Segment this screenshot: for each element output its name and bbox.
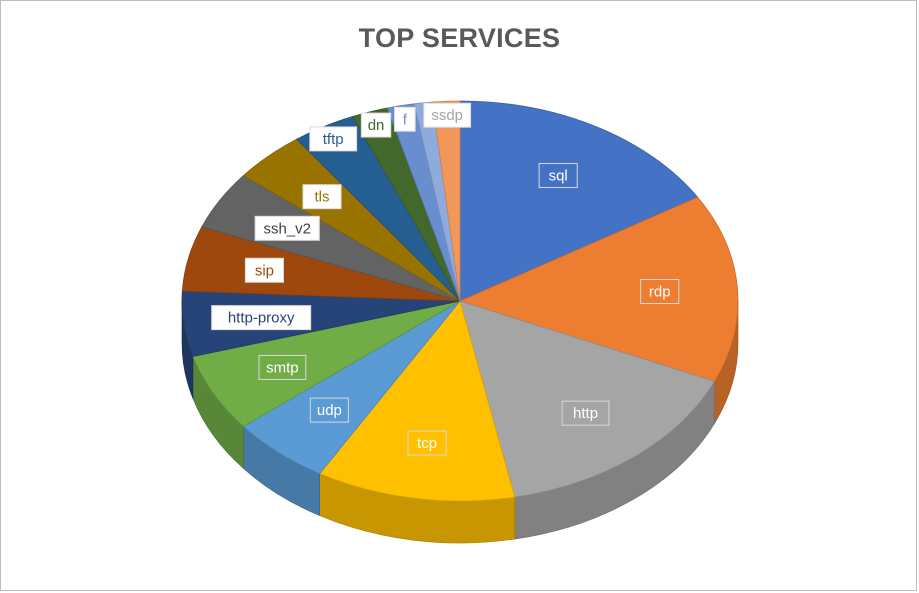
data-label-tftp: tftp — [323, 131, 344, 148]
pie-slice-http[interactable] — [459, 300, 716, 498]
data-label-smtp: smtp — [266, 359, 299, 376]
data-label-dn: dn — [368, 117, 385, 134]
data-label-http-proxy: http-proxy — [228, 310, 295, 327]
data-label-sql: sql — [549, 168, 568, 185]
label-box-rdp — [640, 278, 680, 304]
label-box-f — [394, 106, 416, 132]
data-label-sip: sip — [255, 262, 274, 279]
pie-slice-tcp[interactable] — [319, 300, 516, 502]
label-box-ssh_v2 — [254, 215, 320, 241]
label-box-dn — [360, 112, 392, 138]
data-label-udp: udp — [317, 402, 342, 419]
data-label-tcp: tcp — [417, 435, 437, 452]
label-box-http — [561, 400, 610, 426]
data-label-tls: tls — [315, 189, 330, 206]
pie-labels: sqlrdphttptcpudpsmtphttp-proxysipssh_v2t… — [211, 102, 680, 456]
label-box-tls — [302, 184, 342, 210]
data-label-http: http — [573, 405, 598, 422]
label-box-sql — [538, 163, 578, 189]
label-box-udp — [309, 397, 349, 423]
chart-title: TOP SERVICES — [358, 23, 561, 53]
label-box-tftp — [309, 126, 358, 152]
pie-slices — [181, 100, 739, 502]
label-box-tcp — [407, 430, 447, 456]
label-box-smtp — [258, 354, 307, 380]
data-label-ssdp: ssdp — [431, 107, 463, 124]
label-box-sip — [244, 257, 284, 283]
label-box-http-proxy — [211, 305, 312, 331]
data-label-rdp: rdp — [649, 283, 671, 300]
pie-slice-ssdp[interactable] — [432, 100, 461, 302]
data-label-f: f — [403, 111, 408, 128]
pie-slice-sql[interactable] — [459, 100, 699, 302]
label-box-ssdp — [423, 102, 472, 128]
pie-slice-rdp[interactable] — [458, 196, 739, 382]
data-label-ssh_v2: ssh_v2 — [263, 220, 311, 237]
